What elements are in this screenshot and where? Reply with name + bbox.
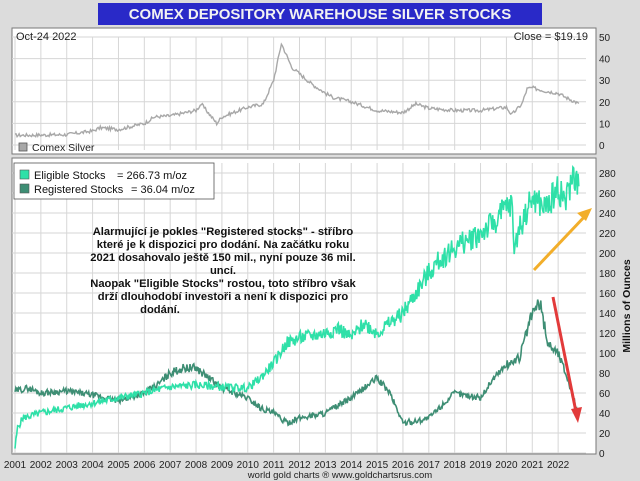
x-tick-label: 2008: [185, 460, 208, 471]
stocks-legend: [13, 162, 215, 200]
stocks-panel-frame: [11, 157, 597, 455]
stocks-panel-y-axis: 0 20 40 60 80 100 120 140 160 180 200 220 240 260 280: [599, 169, 616, 460]
price-y-tick-label: 40: [599, 55, 611, 66]
price-panel-y-axis: 0 10 20 30 40 50: [599, 33, 611, 152]
eligible-legend-value: = 266.73 m/oz: [117, 170, 187, 182]
x-tick-label: 2003: [56, 460, 79, 471]
eligible-trend-arrow-shaft: [532, 212, 589, 272]
x-tick-label: 2022: [547, 460, 570, 471]
stocks-y-tick-label: 160: [599, 289, 616, 300]
comex-silver-legend-swatch: [18, 142, 28, 152]
x-tick-label: 2020: [495, 460, 518, 471]
footer-credit: world gold charts ® www.goldchartsrus.co…: [247, 470, 432, 481]
price-y-tick-label: 50: [599, 33, 611, 44]
registered-trend-arrowhead: [571, 407, 582, 423]
comex-silver-line: [14, 42, 580, 139]
price-y-tick-label: 10: [599, 119, 611, 130]
registered-legend-value: = 36.04 m/oz: [131, 184, 195, 196]
registered-value: 36.04 m/oz: [140, 184, 194, 196]
annotation-line-6: drží dlouhodobí investoři a není k dispo…: [98, 291, 349, 303]
registered-legend-swatch: [19, 183, 30, 194]
x-tick-label: 2010: [237, 460, 260, 471]
x-tick-label: 2017: [418, 460, 441, 471]
annotation-line-5: Naopak "Eligible Stocks" rostou, toto st…: [90, 278, 356, 290]
registered-trend-arrow-shaft: [551, 296, 578, 413]
annotation-line-1: Alarmující je pokles "Registered stocks"…: [93, 226, 354, 238]
price-panel-frame: [11, 27, 597, 155]
x-tick-label: 2009: [211, 460, 234, 471]
x-tick-label: 2016: [392, 460, 415, 471]
comex-silver-legend-label: Comex Silver: [32, 142, 95, 154]
x-tick-label: 2006: [133, 460, 156, 471]
price-y-tick-label: 20: [599, 98, 611, 109]
stocks-y-tick-label: 180: [599, 269, 616, 280]
stocks-y-tick-label: 220: [599, 229, 616, 240]
price-panel: 0 10 20 30 40 50 Oct-24 2022 Close = $19.19 C…: [11, 27, 611, 155]
stocks-panel-gridlines: [12, 163, 586, 454]
eligible-trend-arrowhead: [577, 208, 592, 221]
x-tick-label: 2018: [444, 460, 467, 471]
annotation-line-3: 2021 dosahovalo ještě 150 mil., nyní pou…: [90, 252, 356, 264]
price-y-tick-label: 0: [599, 141, 605, 152]
stocks-y-tick-label: 100: [599, 349, 616, 360]
eligible-stocks-line: [14, 164, 580, 449]
x-tick-label: 2013: [314, 460, 337, 471]
x-tick-label: 2001: [4, 460, 27, 471]
annotation-line-7: dodání.: [140, 304, 180, 316]
x-tick-label: 2005: [107, 460, 130, 471]
eligible-value: 266.73 m/oz: [126, 170, 187, 182]
close-label: Close = $19.19: [514, 31, 588, 43]
eligible-legend-label: Eligible Stocks: [34, 170, 106, 182]
annotation-text: Alarmující je pokles "Registered stocks"…: [90, 226, 356, 316]
stocks-y-tick-label: 260: [599, 189, 616, 200]
date-label: Oct-24 2022: [16, 31, 77, 43]
x-axis: 2001 2002 2003 2004 2005 2006 2007 2008 2009 2010…: [4, 460, 570, 471]
x-tick-label: 2007: [159, 460, 182, 471]
stocks-y-tick-label: 40: [599, 409, 611, 420]
stocks-y-tick-label: 240: [599, 209, 616, 220]
stocks-y-tick-label: 280: [599, 169, 616, 180]
x-tick-label: 2004: [81, 460, 104, 471]
x-tick-label: 2012: [288, 460, 311, 471]
registered-legend-label: Registered Stocks: [34, 184, 124, 196]
eligible-legend-swatch: [19, 169, 30, 180]
x-tick-label: 2021: [521, 460, 544, 471]
x-tick-label: 2014: [340, 460, 363, 471]
y-axis-title: Millions of Ounces: [621, 259, 633, 353]
price-y-tick-label: 30: [599, 76, 611, 87]
stocks-y-tick-label: 0: [599, 449, 605, 460]
stocks-y-tick-label: 120: [599, 329, 616, 340]
annotation-line-4: uncí.: [210, 265, 236, 277]
stocks-y-tick-label: 20: [599, 429, 611, 440]
title-banner: [98, 3, 542, 25]
annotation-line-2: které je k dispozici pro dodání. Na začá…: [97, 239, 350, 251]
stocks-y-tick-label: 60: [599, 389, 611, 400]
x-tick-label: 2002: [30, 460, 53, 471]
x-tick-label: 2011: [263, 460, 285, 471]
x-tick-label: 2015: [366, 460, 389, 471]
x-tick-label: 2019: [469, 460, 492, 471]
stocks-y-tick-label: 200: [599, 249, 616, 260]
chart-title: COMEX DEPOSITORY WAREHOUSE SILVER STOCKS: [129, 6, 512, 23]
price-panel-gridlines: [12, 36, 586, 150]
stocks-y-tick-label: 140: [599, 309, 616, 320]
stocks-y-tick-label: 80: [599, 369, 611, 380]
stocks-panel: 020406080100120140160180200220240260280 …: [11, 157, 616, 460]
